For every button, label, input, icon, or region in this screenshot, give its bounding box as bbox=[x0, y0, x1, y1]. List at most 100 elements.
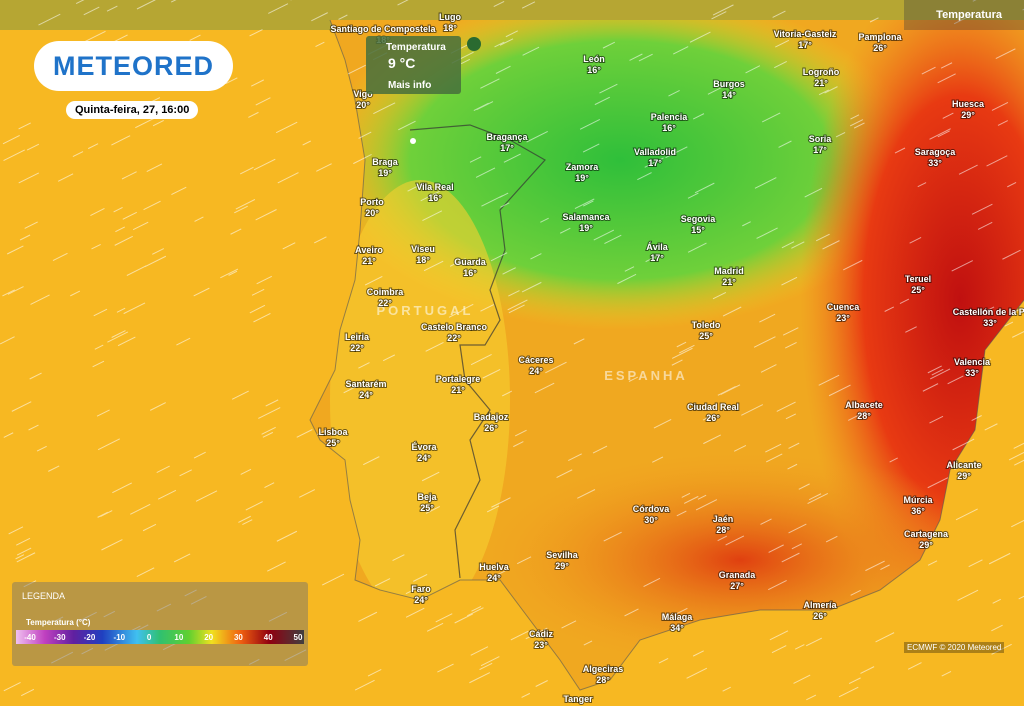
wind-streak bbox=[262, 431, 274, 438]
wind-streak bbox=[629, 53, 643, 61]
wind-streak bbox=[941, 670, 952, 677]
city-name: Coimbra bbox=[367, 287, 405, 297]
wind-streak bbox=[513, 441, 524, 448]
wind-streak bbox=[745, 65, 761, 74]
wind-streak bbox=[373, 102, 396, 115]
city-temp: 28° bbox=[857, 411, 871, 421]
wind-streak bbox=[972, 0, 977, 2]
city-temp: 21° bbox=[722, 277, 736, 287]
city-name: Palencia bbox=[651, 112, 689, 122]
wind-streak bbox=[525, 627, 548, 640]
wind-streak bbox=[240, 468, 252, 475]
wind-streak bbox=[495, 65, 511, 74]
wind-streak bbox=[343, 384, 360, 394]
wind-streak bbox=[143, 200, 161, 211]
wind-streak bbox=[689, 31, 711, 43]
wind-streak bbox=[516, 556, 532, 565]
wind-streak bbox=[107, 331, 129, 343]
wind-streak bbox=[480, 304, 495, 312]
city-name: Sevilha bbox=[546, 550, 579, 560]
city-name: Granada bbox=[719, 570, 757, 580]
wind-streak bbox=[382, 354, 396, 362]
wind-streak bbox=[136, 0, 156, 10]
wind-streak bbox=[19, 234, 31, 241]
wind-streak bbox=[249, 304, 266, 314]
city-temp: 24° bbox=[417, 453, 431, 463]
wind-streak bbox=[781, 241, 795, 249]
city-name: Segovia bbox=[681, 214, 717, 224]
wind-streak bbox=[93, 308, 108, 317]
wind-streak bbox=[644, 157, 664, 168]
wind-streak bbox=[687, 192, 699, 199]
city-name: Lisboa bbox=[318, 427, 348, 437]
wind-streak bbox=[149, 402, 166, 411]
wind-streak bbox=[470, 354, 492, 366]
wind-streak bbox=[692, 113, 705, 120]
wind-streak bbox=[521, 1, 536, 9]
legend-tick-label: -40 bbox=[24, 633, 36, 642]
wind-streak bbox=[599, 83, 618, 94]
wind-streak bbox=[828, 384, 851, 397]
wind-streak bbox=[775, 39, 790, 48]
wind-streak bbox=[51, 651, 74, 664]
wind-streak bbox=[683, 495, 699, 504]
city-name: Bragança bbox=[486, 132, 528, 142]
wind-streak bbox=[460, 58, 471, 65]
wind-streak bbox=[423, 260, 444, 272]
city-temp: 22° bbox=[350, 343, 364, 353]
wind-streak bbox=[930, 368, 951, 380]
wind-streak bbox=[16, 547, 32, 556]
wind-streak bbox=[255, 97, 271, 106]
wind-streak bbox=[582, 143, 600, 153]
wind-streak bbox=[1008, 451, 1024, 461]
legend-subtitle: Temperatura (°C) bbox=[26, 618, 91, 627]
wind-streak bbox=[265, 399, 279, 407]
wind-streak bbox=[652, 456, 664, 463]
city-name: Teruel bbox=[905, 274, 931, 284]
wind-streak bbox=[583, 640, 593, 646]
legend-tick-label: 20 bbox=[204, 633, 213, 642]
wind-streak bbox=[510, 630, 529, 641]
wind-streak bbox=[992, 598, 1001, 604]
wind-streak bbox=[922, 383, 939, 392]
wind-streak bbox=[422, 210, 443, 221]
city-temp: 29° bbox=[957, 471, 971, 481]
tooltip-link[interactable]: Mais info bbox=[388, 80, 432, 91]
city-temp: 23° bbox=[836, 313, 850, 323]
wind-streak bbox=[413, 573, 428, 582]
datetime: Quinta-feira, 27, 16:00 bbox=[66, 101, 199, 119]
wind-streak bbox=[977, 221, 993, 230]
city-name: Zamora bbox=[566, 162, 600, 172]
layer-selector[interactable]: Temperatura bbox=[904, 0, 1024, 30]
wind-streak bbox=[1011, 519, 1024, 528]
wind-streak bbox=[781, 552, 800, 563]
wind-streak bbox=[170, 0, 177, 3]
wind-streak bbox=[791, 543, 802, 550]
wind-streak bbox=[405, 607, 425, 618]
tooltip: Temperatura 9 °C Mais info bbox=[366, 36, 461, 94]
city-temp: 26° bbox=[873, 43, 887, 53]
wind-streak bbox=[760, 518, 772, 525]
city-name: Castelo Branco bbox=[421, 322, 488, 332]
city-temp: 18° bbox=[416, 255, 430, 265]
wind-streak bbox=[917, 182, 927, 188]
city-name: Santarém bbox=[345, 379, 386, 389]
wind-streak bbox=[358, 362, 370, 369]
wind-streak bbox=[929, 415, 944, 424]
city-name: Cuenca bbox=[827, 302, 861, 312]
wind-streak bbox=[193, 451, 206, 459]
wind-streak bbox=[991, 643, 1012, 655]
city-temp: 23° bbox=[534, 640, 548, 650]
wind-streak bbox=[100, 510, 113, 517]
wind-streak bbox=[769, 630, 789, 641]
wind-streak bbox=[1012, 330, 1024, 338]
city-temp: 17° bbox=[500, 143, 514, 153]
legend-tick-label: -30 bbox=[54, 633, 66, 642]
wind-streak bbox=[860, 666, 875, 674]
wind-streak bbox=[889, 457, 898, 463]
wind-streak bbox=[725, 535, 745, 546]
logo[interactable]: METEORED bbox=[34, 41, 233, 91]
wind-streak bbox=[1014, 459, 1024, 466]
city-temp: 22° bbox=[378, 298, 392, 308]
